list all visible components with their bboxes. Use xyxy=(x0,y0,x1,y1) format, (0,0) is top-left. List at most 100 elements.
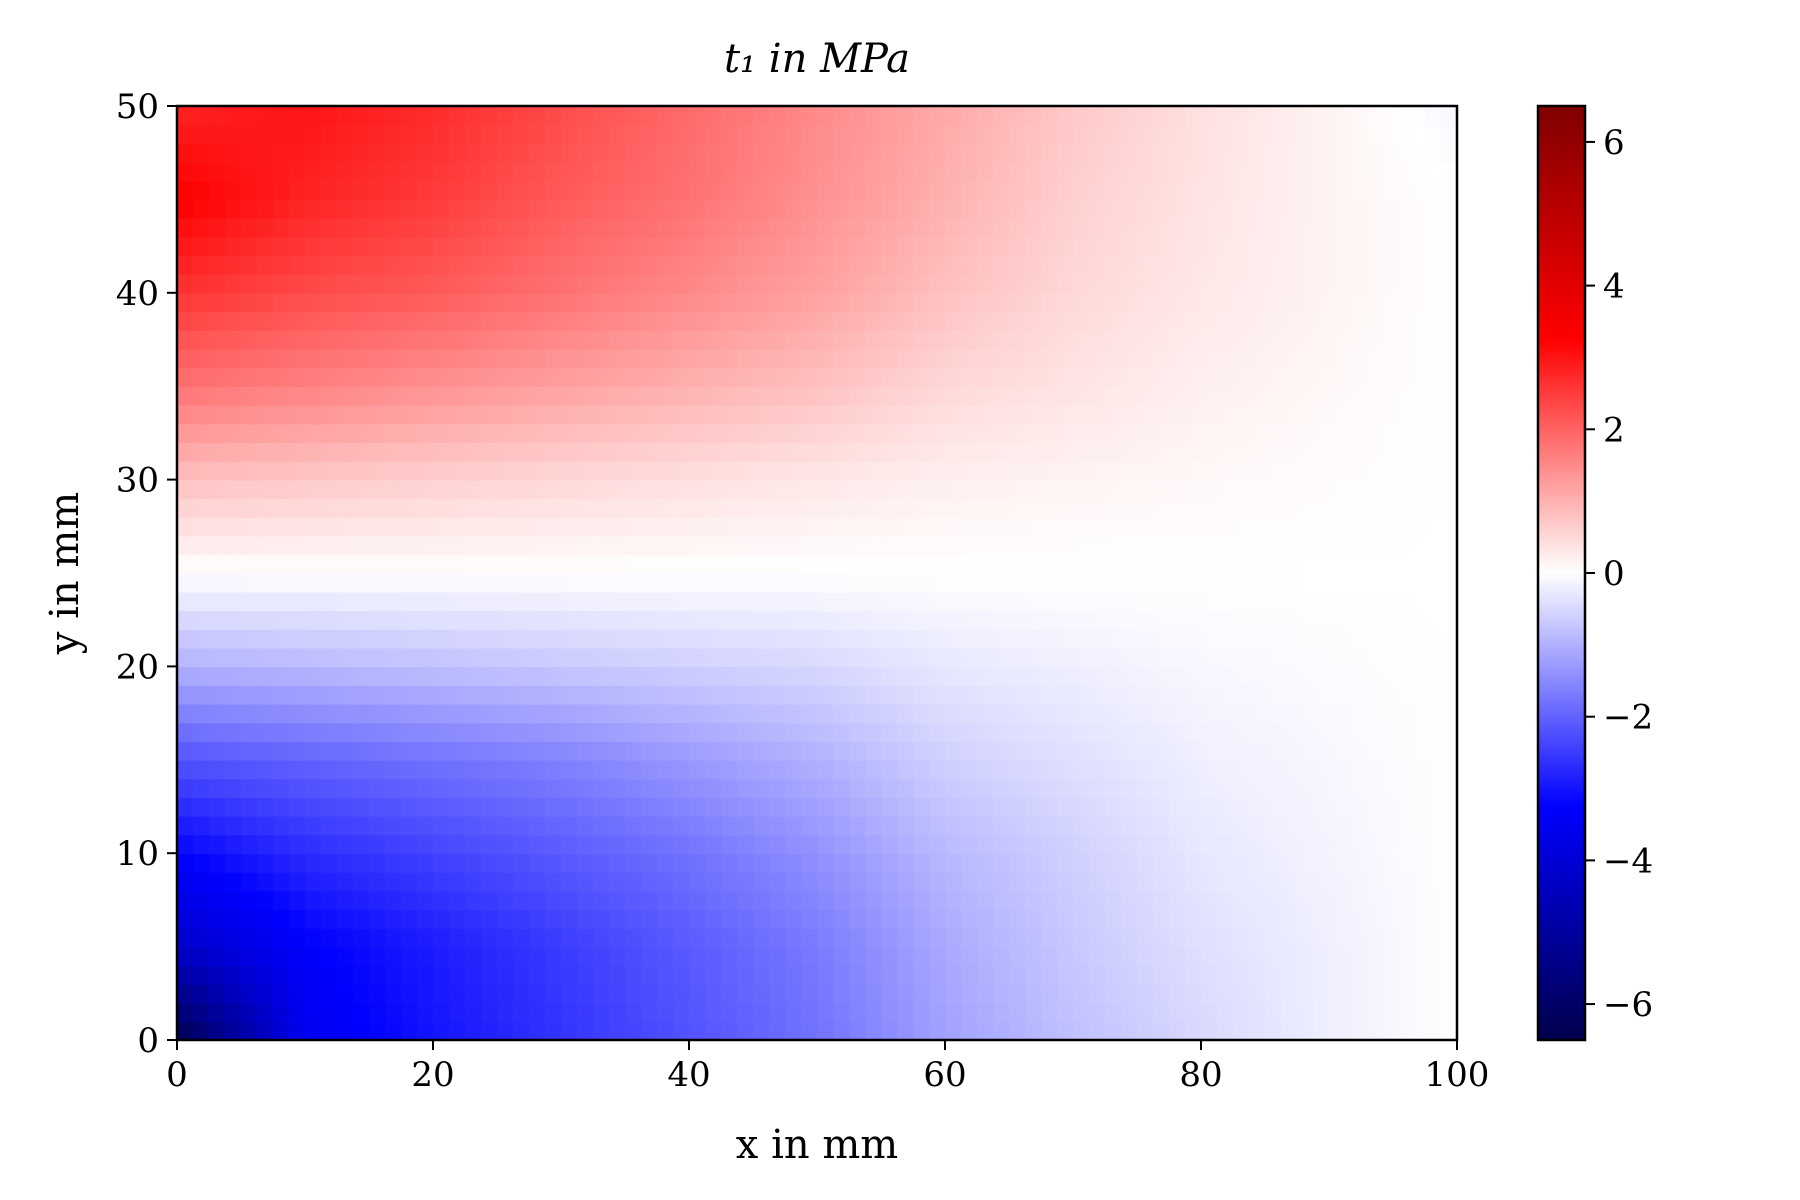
heatmap-cell xyxy=(641,610,658,630)
heatmap-cell xyxy=(929,946,946,967)
heatmap-cell xyxy=(673,404,690,425)
heatmap-cell xyxy=(657,423,674,444)
heatmap-cell xyxy=(849,890,866,911)
heatmap-cell xyxy=(1201,591,1218,612)
heatmap-cell xyxy=(1105,124,1122,145)
heatmap-cell xyxy=(993,124,1010,145)
heatmap-cell xyxy=(1057,348,1074,369)
heatmap-cell xyxy=(1185,124,1202,145)
heatmap-cell xyxy=(625,573,642,593)
heatmap-cell xyxy=(961,311,978,331)
heatmap-cell xyxy=(1041,610,1058,630)
heatmap-cell xyxy=(337,404,354,425)
heatmap-cell xyxy=(689,573,706,593)
heatmap-cell xyxy=(817,927,834,948)
heatmap-cell xyxy=(289,853,306,873)
heatmap-cell xyxy=(1361,983,1378,1004)
heatmap-cell xyxy=(897,703,914,724)
heatmap-cell xyxy=(769,386,786,406)
heatmap-cell xyxy=(1281,348,1298,369)
heatmap-cell xyxy=(1313,442,1330,462)
heatmap-cell xyxy=(1249,647,1266,668)
heatmap-cell xyxy=(465,292,482,313)
heatmap-cell xyxy=(257,946,274,967)
heatmap-cell xyxy=(385,162,402,182)
heatmap-cell xyxy=(1153,162,1170,182)
heatmap-cell xyxy=(833,106,850,126)
heatmap-cell xyxy=(865,274,882,294)
heatmap-cell xyxy=(977,722,994,742)
heatmap-cell xyxy=(1441,927,1457,948)
heatmap-cell xyxy=(785,1021,802,1040)
heatmap-cell xyxy=(1057,797,1074,817)
heatmap-cell xyxy=(401,367,418,387)
heatmap-cell xyxy=(465,1021,482,1040)
heatmap-cell xyxy=(1265,853,1282,873)
heatmap-cell xyxy=(577,330,594,350)
heatmap-cell xyxy=(817,255,834,275)
heatmap-cell xyxy=(1185,1002,1202,1023)
heatmap-cell xyxy=(1041,255,1058,275)
heatmap-cell xyxy=(1057,890,1074,911)
heatmap-cell xyxy=(1185,479,1202,500)
heatmap-cell xyxy=(577,535,594,556)
heatmap-cell xyxy=(961,1021,978,1040)
heatmap-cell xyxy=(1393,106,1410,126)
heatmap-cell xyxy=(737,927,754,948)
heatmap-cell xyxy=(801,498,818,518)
heatmap-cell xyxy=(321,479,338,500)
heatmap-cell xyxy=(1153,759,1170,780)
heatmap-cell xyxy=(401,946,418,967)
heatmap-cell xyxy=(881,218,898,238)
heatmap-cell xyxy=(497,778,514,798)
heatmap-cell xyxy=(513,629,530,649)
heatmap-cell xyxy=(513,460,530,481)
heatmap-cell xyxy=(1009,573,1026,593)
heatmap-cell xyxy=(1233,834,1250,854)
heatmap-cell xyxy=(1073,983,1090,1004)
heatmap-cell xyxy=(529,759,546,780)
heatmap-cell xyxy=(1425,442,1442,462)
heatmap-cell xyxy=(1345,535,1362,556)
heatmap-cell xyxy=(1137,535,1154,556)
heatmap-cell xyxy=(609,404,626,425)
heatmap-cell xyxy=(577,629,594,649)
heatmap-cell xyxy=(769,685,786,705)
heatmap-cell xyxy=(1137,199,1154,219)
heatmap-cell xyxy=(1313,274,1330,294)
heatmap-cell xyxy=(321,292,338,313)
heatmap-cell xyxy=(897,834,914,854)
heatmap-cell xyxy=(273,927,290,948)
heatmap-cell xyxy=(1153,629,1170,649)
heatmap-cell xyxy=(737,890,754,911)
heatmap-cell xyxy=(529,274,546,294)
heatmap-cell xyxy=(817,143,834,163)
heatmap-cell xyxy=(1121,591,1138,612)
heatmap-cell xyxy=(929,199,946,219)
heatmap-cell xyxy=(1265,535,1282,556)
heatmap-cell xyxy=(1313,386,1330,406)
heatmap-cell xyxy=(1009,778,1026,798)
heatmap-cell xyxy=(1233,143,1250,163)
heatmap-cell xyxy=(433,946,450,967)
heatmap-cell xyxy=(593,106,610,126)
heatmap-cell xyxy=(577,591,594,612)
heatmap-cell xyxy=(273,479,290,500)
heatmap-cell xyxy=(545,666,562,686)
heatmap-cell xyxy=(1297,965,1314,985)
heatmap-cell xyxy=(1297,573,1314,593)
heatmap-cell xyxy=(177,479,194,500)
heatmap-cell xyxy=(945,180,962,201)
heatmap-cell xyxy=(785,367,802,387)
heatmap-cell xyxy=(673,946,690,967)
heatmap-cell xyxy=(865,348,882,369)
heatmap-cell xyxy=(993,348,1010,369)
heatmap-cell xyxy=(1249,274,1266,294)
heatmap-cell xyxy=(785,236,802,257)
heatmap-cell xyxy=(737,274,754,294)
heatmap-cell xyxy=(513,797,530,817)
heatmap-cell xyxy=(401,330,418,350)
heatmap-cell xyxy=(497,573,514,593)
heatmap-cell xyxy=(289,516,306,537)
heatmap-cell xyxy=(977,162,994,182)
